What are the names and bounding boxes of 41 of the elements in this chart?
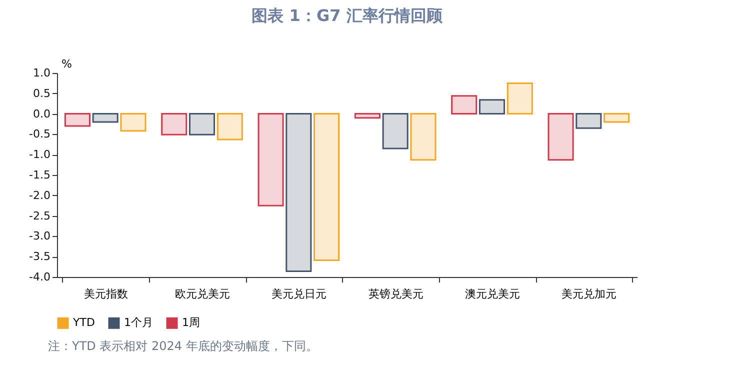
x-tick-label: 美元兑日元 (272, 288, 327, 300)
bar (548, 113, 574, 161)
bar (382, 113, 408, 150)
y-tick-label: -2.5 (29, 209, 50, 222)
y-tick-label: -2.0 (29, 188, 50, 202)
y-axis-title: % (62, 58, 72, 70)
legend-label: YTD (72, 316, 95, 330)
y-tick-label: 0.0 (33, 107, 50, 120)
bar (576, 113, 602, 129)
bar (64, 113, 90, 127)
bar (478, 99, 506, 115)
x-tick-label: 美元指数 (84, 288, 128, 300)
bar (92, 113, 118, 123)
bar (354, 113, 380, 119)
x-tick-label: 英镑兑美元 (368, 288, 424, 300)
y-tick-label: -4.0 (29, 270, 50, 284)
y-tick-label: -1.5 (29, 168, 50, 182)
bar (120, 113, 146, 132)
bar (286, 113, 312, 272)
y-tick-label: -0.5 (29, 128, 50, 141)
bar (188, 113, 216, 136)
legend-label: 1周 (182, 316, 200, 330)
y-tick-label: 0.5 (33, 86, 50, 100)
y-tick-label: -3.0 (29, 230, 50, 243)
x-tick-label: 欧元兑美元 (175, 288, 230, 300)
bar (451, 95, 478, 115)
y-tick-label: 1.0 (33, 66, 50, 80)
bar (216, 113, 243, 140)
bar (506, 82, 533, 115)
x-tick-label: 美元兑加元 (562, 288, 617, 300)
y-tick-label: -3.5 (29, 250, 50, 264)
x-tick-label: 澳元兑美元 (465, 288, 520, 300)
bar (161, 113, 188, 136)
bar (258, 113, 284, 206)
bar (410, 113, 436, 161)
chart-title: 图表 1：G7 汇率行情回顾 (252, 6, 444, 25)
legend-label: 1个月 (124, 316, 153, 330)
bar (604, 113, 630, 123)
text: 注：YTD 表示相对 2024 年底的变动幅度，下同。 (48, 338, 318, 355)
bar (314, 113, 340, 262)
y-tick-label: -1.0 (29, 148, 50, 162)
